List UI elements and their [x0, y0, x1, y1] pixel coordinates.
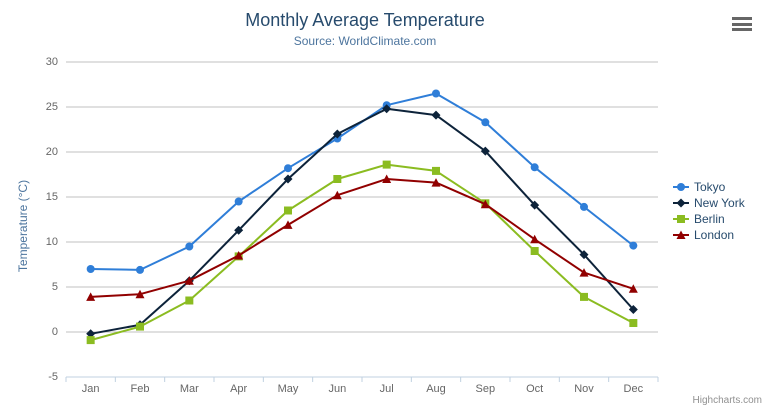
- london-point-dec[interactable]: [628, 284, 638, 293]
- y-axis-tick-label: 5: [51, 281, 58, 293]
- y-axis-tick-label: -5: [48, 371, 58, 383]
- x-axis-tick-label: Mar: [179, 383, 199, 395]
- legend-item-tokyo[interactable]: Tokyo: [673, 179, 745, 195]
- x-axis-tick-label: May: [277, 383, 299, 395]
- london-point-apr[interactable]: [234, 251, 244, 260]
- x-axis-tick-label: Nov: [574, 383, 594, 395]
- new-york-point-jan[interactable]: [86, 329, 96, 339]
- legend-symbol-diamond-icon: [673, 198, 689, 208]
- new-york-point-jul[interactable]: [382, 104, 392, 114]
- berlin-point-may[interactable]: [284, 206, 292, 215]
- new-york-point-may[interactable]: [283, 174, 293, 184]
- hamburger-bar: [732, 22, 752, 26]
- new-york-point-dec[interactable]: [628, 305, 638, 314]
- london-point-mar[interactable]: [184, 276, 194, 285]
- y-axis-tick-label: 25: [45, 101, 58, 113]
- series-new-york: [86, 104, 638, 339]
- tokyo-point-oct[interactable]: [530, 163, 539, 172]
- series-line-berlin: [90, 163, 634, 342]
- legend-marker-tokyo[interactable]: [677, 183, 685, 191]
- legend-label: London: [694, 228, 735, 242]
- legend-label: Berlin: [694, 212, 725, 226]
- new-york-point-sep[interactable]: [480, 146, 490, 156]
- london-point-jul[interactable]: [382, 174, 392, 184]
- legend-item-london[interactable]: London: [673, 227, 745, 243]
- tokyo-point-mar[interactable]: [185, 242, 194, 251]
- berlin-point-jan[interactable]: [86, 336, 95, 345]
- series-london: [86, 174, 638, 301]
- legend-label: Tokyo: [694, 180, 726, 194]
- legend-label: New York: [694, 196, 745, 210]
- tokyo-point-feb[interactable]: [136, 265, 144, 274]
- new-york-point-jun[interactable]: [332, 129, 342, 139]
- tokyo-point-dec[interactable]: [629, 241, 638, 250]
- y-axis-tick-label: 20: [45, 146, 58, 158]
- chart-subtitle: Source: WorldClimate.com: [293, 34, 437, 48]
- london-point-sep[interactable]: [480, 199, 490, 209]
- london-point-feb[interactable]: [135, 289, 145, 299]
- london-point-may[interactable]: [283, 220, 293, 229]
- tokyo-point-aug[interactable]: [432, 89, 440, 98]
- london-point-nov[interactable]: [579, 268, 589, 277]
- berlin-point-jun[interactable]: [333, 175, 342, 183]
- berlin-point-nov[interactable]: [580, 292, 588, 301]
- london-point-jan[interactable]: [86, 292, 96, 301]
- berlin-point-mar[interactable]: [185, 296, 194, 305]
- chart-title: Monthly Average Temperature: [245, 10, 485, 30]
- new-york-point-aug[interactable]: [431, 110, 441, 120]
- hamburger-menu-icon[interactable]: [732, 16, 752, 32]
- tokyo-point-apr[interactable]: [234, 197, 243, 206]
- x-axis-tick-label: Sep: [475, 383, 496, 395]
- london-point-oct[interactable]: [530, 234, 540, 244]
- y-axis-tick-label: 0: [51, 326, 58, 338]
- legend-marker-london[interactable]: [676, 230, 686, 240]
- series-tokyo: [86, 89, 638, 274]
- berlin-point-jul[interactable]: [382, 160, 391, 169]
- y-axis-tick-label: 10: [45, 236, 58, 248]
- x-axis-tick-label: Jan: [81, 383, 100, 395]
- legend-symbol-triangle-icon: [673, 230, 689, 240]
- x-axis-tick-label: Jul: [379, 383, 394, 395]
- x-axis-tick-label: Feb: [130, 383, 150, 395]
- new-york-point-nov[interactable]: [579, 250, 589, 260]
- legend: Tokyo New York Berlin London: [673, 179, 745, 243]
- legend-item-berlin[interactable]: Berlin: [673, 211, 745, 227]
- tokyo-point-may[interactable]: [284, 164, 292, 173]
- berlin-point-feb[interactable]: [136, 322, 144, 331]
- y-axis-tick-label: 30: [45, 56, 58, 68]
- x-axis-tick-label: Aug: [426, 383, 446, 395]
- legend-marker-berlin[interactable]: [677, 215, 685, 223]
- new-york-point-apr[interactable]: [234, 225, 244, 235]
- hamburger-bar: [732, 28, 752, 31]
- legend-symbol-square-icon: [673, 215, 689, 223]
- series-line-tokyo: [90, 92, 634, 271]
- tokyo-point-jan[interactable]: [86, 265, 95, 273]
- x-axis-tick-label: Apr: [230, 383, 248, 395]
- credits-link[interactable]: Highcharts.com: [692, 395, 762, 406]
- tokyo-point-nov[interactable]: [580, 202, 588, 211]
- london-point-aug[interactable]: [431, 178, 441, 187]
- new-york-point-oct[interactable]: [530, 200, 540, 210]
- x-axis-tick-label: Jun: [328, 383, 347, 395]
- x-axis-tick-label: Dec: [623, 383, 644, 395]
- legend-symbol-circle-icon: [673, 183, 689, 191]
- berlin-point-oct[interactable]: [530, 247, 539, 255]
- legend-item-new-york[interactable]: New York: [673, 195, 745, 211]
- berlin-point-dec[interactable]: [629, 319, 638, 327]
- y-axis-tick-label: 15: [45, 191, 58, 203]
- hamburger-bar: [732, 17, 752, 20]
- berlin-point-aug[interactable]: [432, 166, 440, 175]
- series-line-london: [90, 178, 634, 298]
- series-line-new-york: [90, 107, 635, 335]
- x-axis-tick-label: Oct: [526, 383, 544, 395]
- london-point-jun[interactable]: [332, 190, 342, 200]
- tokyo-point-sep[interactable]: [481, 118, 490, 127]
- legend-marker-new-york[interactable]: [676, 198, 686, 208]
